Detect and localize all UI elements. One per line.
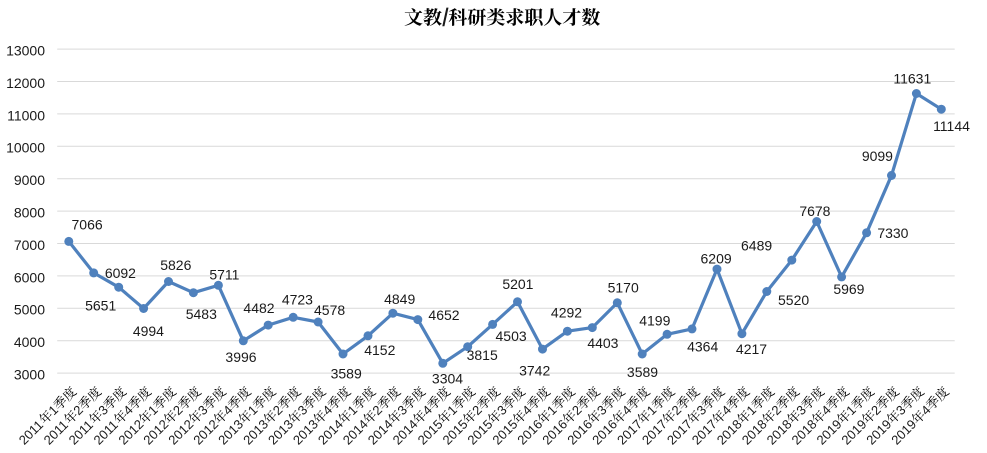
svg-text:9000: 9000 [14,172,45,188]
svg-text:6209: 6209 [701,250,732,266]
svg-text:7000: 7000 [14,237,45,253]
svg-text:3996: 3996 [225,349,256,365]
svg-text:5826: 5826 [160,257,191,273]
svg-text:5000: 5000 [14,302,45,318]
svg-text:6092: 6092 [105,265,136,281]
svg-text:5483: 5483 [186,306,217,322]
svg-text:4482: 4482 [243,300,274,316]
svg-text:8000: 8000 [14,205,45,221]
svg-text:4364: 4364 [687,339,718,355]
svg-text:5651: 5651 [85,297,116,313]
svg-text:3304: 3304 [432,371,463,387]
svg-text:3589: 3589 [331,365,362,381]
svg-text:3589: 3589 [627,364,658,380]
svg-text:4578: 4578 [314,302,345,318]
svg-text:5201: 5201 [502,276,533,292]
svg-text:4292: 4292 [551,304,582,320]
svg-text:4723: 4723 [282,291,313,307]
svg-text:3815: 3815 [467,347,498,363]
svg-text:5711: 5711 [209,266,239,282]
svg-text:7330: 7330 [877,225,908,241]
svg-text:6489: 6489 [741,238,772,254]
svg-text:13000: 13000 [6,43,45,59]
svg-text:7066: 7066 [72,217,103,233]
svg-text:11631: 11631 [893,70,931,86]
svg-text:6000: 6000 [14,269,45,285]
svg-text:3000: 3000 [14,367,45,383]
svg-text:4849: 4849 [384,291,415,307]
svg-text:5520: 5520 [778,292,809,308]
svg-text:4000: 4000 [14,334,45,350]
svg-text:10000: 10000 [6,140,45,156]
svg-text:9099: 9099 [862,148,893,164]
svg-text:4503: 4503 [496,328,527,344]
svg-text:11144: 11144 [933,118,970,134]
svg-text:4994: 4994 [133,323,164,339]
svg-text:5969: 5969 [833,281,864,297]
svg-text:11000: 11000 [7,107,45,123]
svg-text:12000: 12000 [6,75,45,91]
svg-text:4217: 4217 [736,341,767,357]
svg-text:4152: 4152 [364,342,395,358]
svg-text:3742: 3742 [519,363,550,379]
svg-text:4199: 4199 [639,313,670,329]
svg-text:4652: 4652 [428,307,459,323]
svg-text:5170: 5170 [608,279,639,295]
svg-text:7678: 7678 [799,203,830,219]
svg-text:4403: 4403 [587,335,618,351]
